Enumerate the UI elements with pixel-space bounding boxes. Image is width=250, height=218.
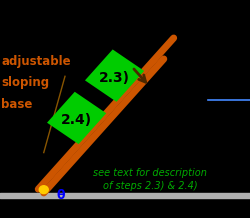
Text: adjustable: adjustable [1, 54, 71, 68]
Polygon shape [85, 49, 144, 102]
Text: 2.4): 2.4) [61, 113, 92, 127]
Text: sloping: sloping [1, 76, 50, 89]
Polygon shape [47, 92, 106, 144]
Text: θ: θ [56, 189, 65, 202]
Circle shape [39, 186, 48, 194]
Text: base: base [1, 98, 32, 111]
Text: 2.3): 2.3) [99, 71, 130, 85]
Text: see text for description
of steps 2.3) & 2.4): see text for description of steps 2.3) &… [93, 168, 207, 191]
